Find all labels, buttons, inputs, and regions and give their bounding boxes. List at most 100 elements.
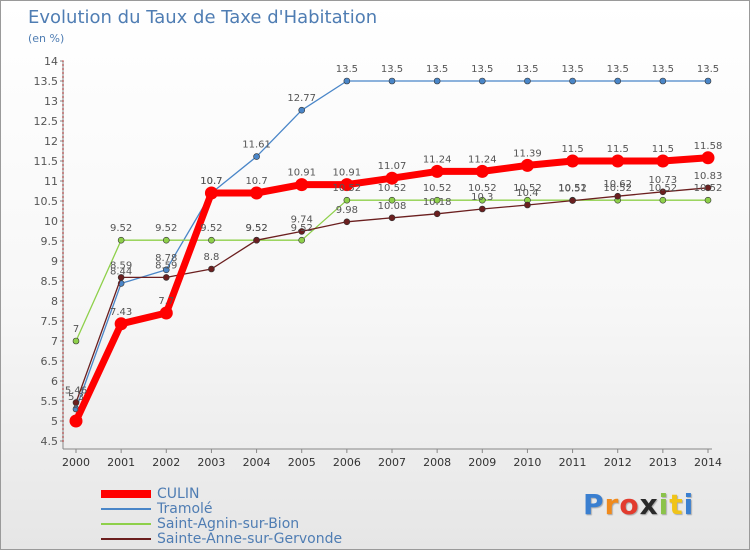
data-label-1-9: 13.5 [471, 64, 493, 75]
x-tick-label: 2000 [62, 456, 90, 469]
data-point-0-12 [611, 154, 625, 168]
data-label-0-11: 11.5 [561, 144, 583, 155]
data-point-2-3 [208, 236, 215, 244]
data-label-2-13: 10.52 [649, 183, 678, 194]
legend-label: CULIN [157, 485, 200, 502]
data-label-1-5: 12.77 [287, 93, 316, 104]
data-point-3-7 [388, 214, 396, 222]
data-point-2-2 [162, 236, 170, 244]
data-label-2-9: 10.52 [468, 183, 497, 194]
y-tick-label: 14 [44, 55, 58, 68]
data-point-2-14 [704, 196, 712, 204]
data-label-0-0: 5 [73, 404, 79, 415]
y-tick-label: 6.5 [41, 355, 59, 368]
data-point-1-12 [614, 77, 622, 85]
legend-label: Saint-Agnin-sur-Bion [157, 515, 300, 532]
data-label-3-8: 10.18 [423, 197, 452, 208]
data-point-0-8 [430, 164, 444, 178]
y-tick-label: 12.5 [34, 115, 59, 128]
data-point-1-11 [569, 77, 576, 85]
data-label-2-12: 10.52 [603, 183, 632, 194]
logo-letter: i [658, 488, 670, 521]
legend-label: Tramolé [157, 500, 213, 517]
x-tick-label: 2002 [152, 456, 180, 469]
data-point-3-4 [253, 236, 260, 244]
data-label-0-9: 11.24 [468, 154, 497, 165]
data-label-2-5: 9.52 [291, 223, 313, 234]
data-point-0-3 [204, 186, 218, 200]
data-point-3-5 [298, 228, 306, 235]
data-point-0-11 [566, 154, 580, 168]
x-tick-label: 2013 [649, 456, 677, 469]
x-tick-label: 2012 [604, 456, 632, 469]
data-label-0-3: 10.7 [200, 176, 222, 187]
data-point-0-0 [69, 414, 83, 428]
data-label-3-0: 5.46 [65, 386, 87, 397]
y-tick-label: 9 [51, 255, 58, 268]
chart-legend: CULIN Tramolé Saint-Agnin-sur-Bion Sainte-A… [101, 485, 343, 547]
data-point-1-10 [524, 77, 531, 85]
logo-letter: i [683, 488, 695, 521]
data-label-2-1: 9.52 [110, 223, 132, 234]
data-point-2-9 [478, 196, 486, 204]
data-point-3-1 [117, 274, 125, 281]
data-label-2-14: 10.52 [694, 183, 723, 194]
data-label-1-10: 13.5 [516, 64, 538, 75]
legend-item: Sainte-Anne-sur-Gervonde [101, 530, 343, 547]
logo-letter: o [619, 488, 640, 521]
data-point-3-0 [72, 399, 80, 406]
data-point-3-14 [704, 184, 712, 192]
data-label-2-3: 9.52 [200, 223, 222, 234]
data-label-1-11: 13.5 [561, 64, 583, 75]
data-label-2-2: 9.52 [155, 223, 177, 234]
y-tick-label: 11.5 [34, 155, 59, 168]
data-point-1-7 [388, 77, 396, 85]
data-label-3-7: 10.08 [378, 201, 407, 212]
data-label-2-0: 7 [73, 324, 79, 335]
data-point-2-8 [433, 196, 441, 204]
data-label-3-6: 9.98 [336, 205, 358, 216]
legend-swatch [101, 507, 151, 510]
data-point-0-4 [250, 186, 264, 200]
data-label-1-6: 13.5 [336, 64, 358, 75]
x-tick-label: 2005 [288, 456, 316, 469]
data-point-3-3 [208, 265, 215, 273]
legend-item: Saint-Agnin-sur-Bion [101, 515, 342, 532]
data-point-1-2 [162, 266, 170, 274]
data-label-3-11: 10.51 [558, 184, 587, 195]
legend-item: Tramolé [101, 500, 342, 517]
data-label-1-4: 11.61 [242, 140, 271, 151]
data-point-0-9 [475, 164, 489, 178]
x-tick-label: 2011 [559, 456, 587, 469]
data-label-3-10: 10.4 [516, 188, 538, 199]
data-point-3-10 [524, 201, 531, 209]
x-tick-label: 2006 [333, 456, 361, 469]
data-label-1-3: 10.7 [200, 176, 222, 187]
legend-item: CULIN [101, 485, 342, 502]
x-tick-label: 2008 [423, 456, 451, 469]
x-tick-label: 2007 [378, 456, 406, 469]
data-label-1-14: 13.5 [697, 64, 719, 75]
legend-swatch [101, 489, 151, 498]
data-label-0-5: 10.91 [287, 168, 316, 179]
y-tick-label: 8 [51, 295, 58, 308]
data-label-1-12: 13.5 [607, 64, 629, 75]
data-point-3-8 [433, 210, 441, 218]
data-point-1-5 [298, 106, 306, 114]
data-label-3-2: 8.59 [155, 260, 177, 271]
x-tick-label: 2004 [243, 456, 271, 469]
proxiti-logo: Proxiti [583, 488, 694, 521]
data-label-2-6: 10.52 [333, 183, 362, 194]
x-tick-label: 2014 [694, 456, 722, 469]
data-point-2-13 [659, 196, 667, 204]
data-point-3-12 [614, 192, 622, 200]
data-label-3-13: 10.73 [649, 175, 678, 186]
data-label-1-8: 13.5 [426, 64, 448, 75]
data-label-1-1: 8.44 [110, 266, 132, 277]
logo-letter: t [669, 488, 684, 521]
legend-label: Sainte-Anne-sur-Gervonde [157, 530, 343, 547]
data-point-2-1 [117, 236, 125, 244]
x-tick-label: 2003 [197, 456, 225, 469]
x-tick-label: 2009 [468, 456, 496, 469]
